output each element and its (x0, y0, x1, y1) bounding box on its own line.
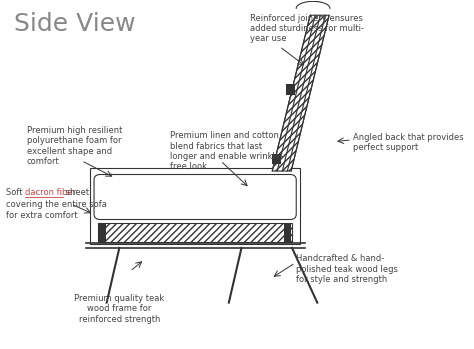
Text: Handcrafted & hand-
polished teak wood legs
for style and strength: Handcrafted & hand- polished teak wood l… (296, 254, 398, 284)
Text: for extra comfort: for extra comfort (6, 211, 77, 220)
FancyBboxPatch shape (94, 174, 296, 220)
Text: Premium high resilient
polyurethane foam for
excellent shape and
comfort: Premium high resilient polyurethane foam… (27, 126, 122, 166)
Text: Reinforced joinery ensures
added sturdiness for multi-
year use: Reinforced joinery ensures added sturdin… (250, 14, 364, 43)
Text: Soft: Soft (6, 188, 25, 197)
Text: dacron fiber: dacron fiber (25, 188, 76, 197)
Text: Premium quality teak
wood frame for
reinforced strength: Premium quality teak wood frame for rein… (74, 294, 164, 324)
Polygon shape (272, 15, 329, 171)
Bar (286, 84, 295, 95)
Text: Side View: Side View (14, 12, 136, 36)
Text: Premium linen and cotton
blend fabrics that last
longer and enable wrinkle-
free: Premium linen and cotton blend fabrics t… (170, 131, 283, 171)
Bar (272, 154, 282, 164)
Text: sheet: sheet (64, 188, 90, 197)
Text: covering the entire sofa: covering the entire sofa (6, 200, 107, 209)
Bar (283, 223, 291, 242)
Bar (98, 223, 292, 242)
Bar (98, 223, 106, 242)
Text: Angled back that provides
perfect support: Angled back that provides perfect suppor… (353, 133, 464, 153)
